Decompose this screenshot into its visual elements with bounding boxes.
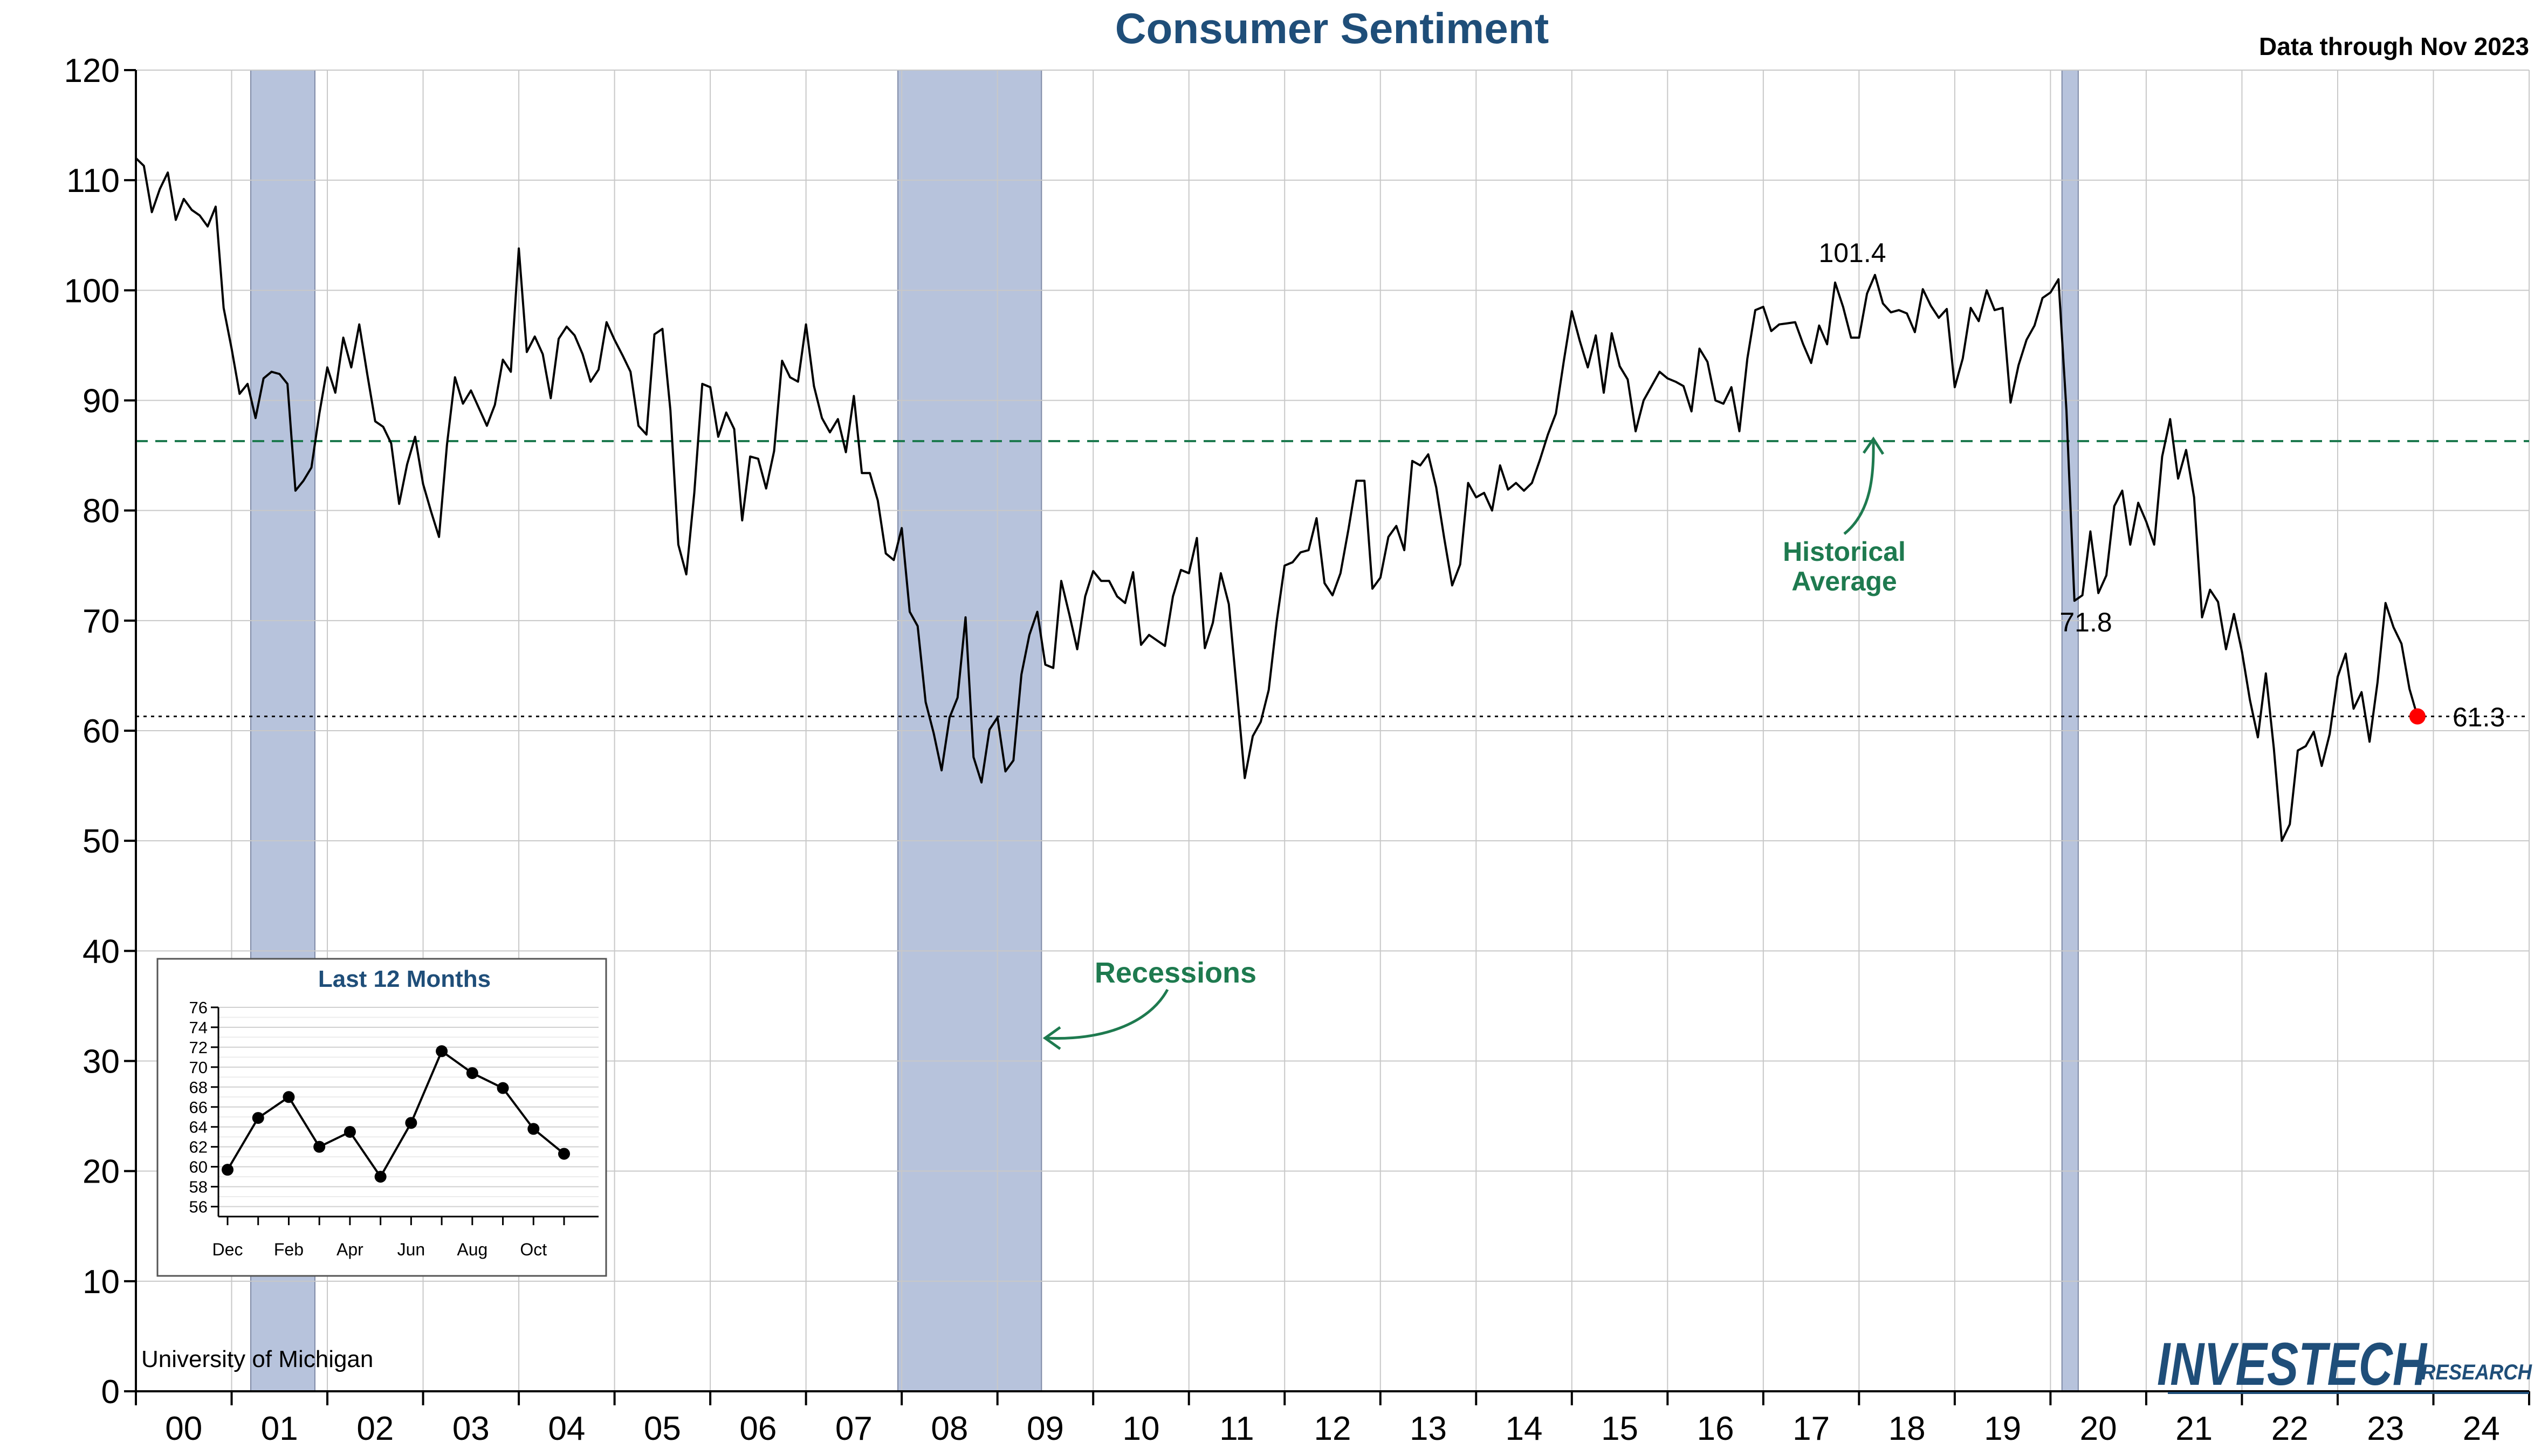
inset-x-tick-labels: Dec Feb Apr Jun Aug Oct — [212, 1240, 547, 1259]
x-tick-label-18: 18 — [1888, 1410, 1926, 1447]
x-tick-label-19: 19 — [1984, 1410, 2021, 1447]
inset-point-Oct — [527, 1123, 540, 1135]
x-tick-label-00: 00 — [165, 1410, 202, 1447]
historical-average-arrowhead-icon — [1862, 436, 1885, 455]
inset-point-Jun — [405, 1117, 417, 1129]
chart-title: Consumer Sentiment — [1115, 4, 1549, 52]
inset-y-tick-label-60: 60 — [189, 1158, 208, 1177]
x-tick-label-13: 13 — [1410, 1410, 1447, 1447]
x-tick-label-21: 21 — [2175, 1410, 2213, 1447]
inset-y-tick-label-56: 56 — [189, 1198, 208, 1217]
inset-axes — [211, 1006, 599, 1225]
y-tick-label-110: 110 — [66, 162, 120, 200]
inset-point-Dec — [222, 1164, 233, 1176]
inset-y-tick-label-72: 72 — [189, 1038, 208, 1057]
historical-average-arrow-icon — [1843, 442, 1875, 535]
inset-y-tick-label-66: 66 — [189, 1098, 208, 1117]
recessions-label: Recessions — [1095, 957, 1256, 989]
inset-series-line — [226, 1049, 565, 1179]
y-tick-labels: 0 10 20 30 40 50 60 70 80 90 100 110 120 — [64, 52, 120, 1411]
inset-y-tick-label-58: 58 — [189, 1178, 208, 1197]
inset-y-tick-label-74: 74 — [189, 1018, 208, 1037]
y-tick-label-0: 0 — [101, 1373, 120, 1411]
y-tick-label-30: 30 — [83, 1043, 120, 1081]
inset-y-tick-label-70: 70 — [189, 1058, 208, 1077]
chart-subtitle: Data through Nov 2023 — [2259, 32, 2529, 60]
y-tick-label-10: 10 — [83, 1263, 120, 1301]
source-label: University of Michigan — [141, 1346, 373, 1372]
x-tick-label-04: 04 — [548, 1410, 585, 1447]
inset-y-tick-label-68: 68 — [189, 1078, 208, 1097]
recessions-arrow-icon — [1046, 988, 1169, 1040]
inset-x-tick-label-Feb: Feb — [274, 1240, 304, 1259]
trough-value-label: 71.8 — [2059, 607, 2112, 637]
x-tick-label-06: 06 — [739, 1410, 777, 1447]
inset-point-Feb — [283, 1091, 295, 1103]
logo-wordmark: INVESTECH — [2157, 1330, 2428, 1398]
y-tick-label-50: 50 — [83, 823, 120, 860]
x-tick-label-03: 03 — [452, 1410, 490, 1447]
x-tick-label-15: 15 — [1601, 1410, 1638, 1447]
x-tick-label-08: 08 — [931, 1410, 968, 1447]
series-line-consumer-sentiment — [135, 157, 2419, 842]
inset-point-May — [374, 1171, 387, 1183]
x-tick-label-07: 07 — [835, 1410, 873, 1447]
x-tick-label-23: 23 — [2367, 1410, 2404, 1447]
inset-title: Last 12 Months — [318, 966, 491, 992]
inset-data-points — [222, 1045, 570, 1183]
current-value-marker — [2409, 708, 2426, 725]
axes — [124, 69, 2530, 1405]
y-tick-label-120: 120 — [64, 52, 120, 90]
inset-point-Nov — [558, 1148, 570, 1160]
inset-x-tick-label-Dec: Dec — [212, 1240, 243, 1259]
inset-point-Apr — [344, 1125, 356, 1138]
inset-x-tick-label-Jun: Jun — [397, 1240, 425, 1259]
y-tick-label-100: 100 — [64, 272, 120, 310]
peak-value-label: 101.4 — [1818, 238, 1886, 268]
y-tick-label-70: 70 — [83, 603, 120, 640]
x-tick-label-11: 11 — [1219, 1410, 1254, 1447]
y-tick-label-20: 20 — [83, 1153, 120, 1191]
historical-average-label-line2: Average — [1791, 566, 1897, 596]
y-tick-label-80: 80 — [83, 493, 120, 530]
inset-point-Mar — [313, 1141, 326, 1153]
x-tick-label-10: 10 — [1122, 1410, 1159, 1447]
x-tick-label-02: 02 — [356, 1410, 394, 1447]
inset-point-Aug — [466, 1067, 478, 1079]
recessions-arrowhead-icon — [1042, 1026, 1061, 1050]
y-tick-label-90: 90 — [83, 383, 120, 420]
x-tick-label-20: 20 — [2080, 1410, 2117, 1447]
inset-point-Jan — [252, 1112, 264, 1124]
x-tick-label-09: 09 — [1027, 1410, 1064, 1447]
x-tick-labels: 00 01 02 03 04 05 06 07 08 09 10 11 12 13 14 15 16 17 18 19… — [165, 1410, 2499, 1447]
historical-average-label-line1: Historical — [1783, 537, 1906, 567]
y-tick-label-60: 60 — [83, 713, 120, 750]
x-tick-label-12: 12 — [1314, 1410, 1351, 1447]
inset-point-Sep — [497, 1082, 509, 1094]
inset-x-tick-label-Oct: Oct — [520, 1240, 547, 1259]
inset-x-tick-label-Apr: Apr — [336, 1240, 363, 1259]
inset-y-tick-label-76: 76 — [189, 998, 208, 1017]
x-tick-label-14: 14 — [1506, 1410, 1543, 1447]
inset-y-tick-label-62: 62 — [189, 1138, 208, 1157]
y-tick-label-40: 40 — [83, 933, 120, 970]
logo-subtext: RESEARCH — [2421, 1361, 2532, 1384]
x-tick-label-16: 16 — [1697, 1410, 1734, 1447]
current-value-label: 61.3 — [2453, 702, 2505, 732]
inset-x-tick-label-Aug: Aug — [457, 1240, 487, 1259]
inset-point-Jul — [436, 1045, 448, 1057]
x-tick-label-01: 01 — [261, 1410, 298, 1447]
x-tick-label-05: 05 — [644, 1410, 681, 1447]
grid-lines — [135, 70, 2530, 1392]
inset-y-tick-label-64: 64 — [189, 1118, 208, 1137]
x-tick-label-24: 24 — [2463, 1410, 2500, 1447]
investech-logo: INVESTECH RESEARCH — [2157, 1330, 2532, 1398]
x-tick-label-22: 22 — [2271, 1410, 2309, 1447]
x-tick-label-17: 17 — [1792, 1410, 1830, 1447]
